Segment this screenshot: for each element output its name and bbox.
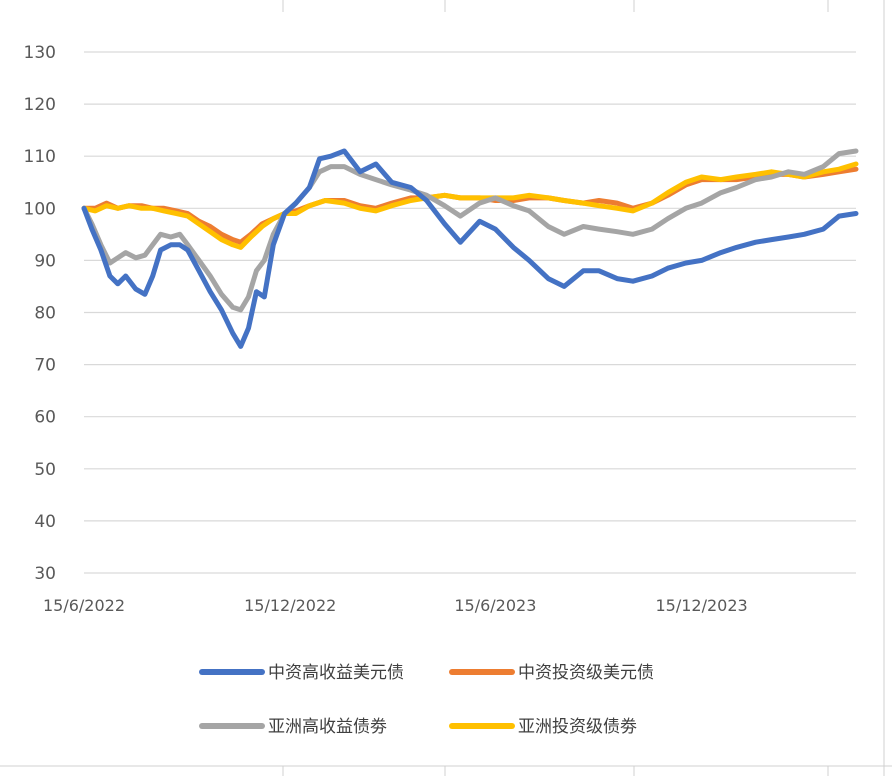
legend-label: 中资投资级美元债 [518, 663, 654, 683]
y-tick-label: 40 [34, 512, 56, 532]
y-tick-label: 120 [24, 95, 56, 115]
x-tick-label: 15/6/2022 [43, 596, 125, 615]
series-line [81, 148, 859, 349]
y-tick-label: 90 [34, 251, 56, 271]
x-axis-ticks: 15/6/2022 15/12/2022 15/6/2023 15/12/2023 [43, 596, 748, 615]
series-lines [81, 148, 859, 349]
x-tick-label: 15/12/2022 [244, 596, 336, 615]
series-line [81, 161, 859, 250]
series-line [81, 148, 859, 313]
y-tick-label: 30 [34, 564, 56, 584]
legend-label: 亚洲投资级债劵 [518, 717, 637, 737]
y-tick-label: 60 [34, 408, 56, 428]
y-tick-label: 100 [24, 199, 56, 219]
x-tick-label: 15/6/2023 [454, 596, 536, 615]
y-axis-ticks: 130 120 110 100 90 80 70 60 50 40 30 [24, 43, 56, 584]
y-tick-label: 110 [24, 147, 56, 167]
y-tick-label: 80 [34, 304, 56, 324]
x-tick-label: 15/12/2023 [655, 596, 747, 615]
legend-label: 中资高收益美元债 [268, 663, 404, 683]
gridlines [84, 51, 856, 574]
y-tick-label: 70 [34, 356, 56, 376]
legend-label: 亚洲高收益债劵 [268, 717, 387, 737]
y-tick-label: 50 [34, 460, 56, 480]
y-tick-label: 130 [24, 43, 56, 63]
